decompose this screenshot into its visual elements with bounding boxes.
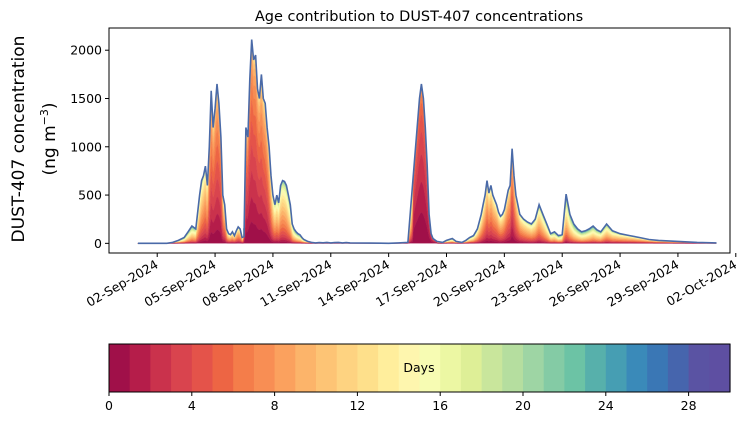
y-axis-ticks: 0 500 1000 1500 2000 <box>70 43 109 251</box>
colorbar: 0 4 8 12 16 20 24 28 <box>105 343 731 413</box>
y-tick-label: 0 <box>94 236 102 251</box>
y-units-sup: −3 <box>38 109 51 125</box>
colorbar-swatch <box>440 344 462 392</box>
colorbar-swatch <box>605 344 628 392</box>
y-tick-label: 2000 <box>70 43 102 58</box>
colorbar-swatch <box>460 344 483 392</box>
y-units-close: ) <box>40 102 60 109</box>
y-axis-label-line1: DUST-407 concentration <box>9 36 29 243</box>
colorbar-swatch <box>336 344 358 392</box>
colorbar-swatch <box>295 344 317 392</box>
y-axis-label: DUST-407 concentration <box>9 36 29 243</box>
total-line-group <box>137 39 717 245</box>
colorbar-swatch <box>233 344 255 392</box>
colorbar-swatch <box>667 344 690 392</box>
colorbar-swatch <box>481 344 503 392</box>
y-axis-units: (ng m−3) <box>38 102 60 175</box>
y-tick-label: 1500 <box>70 91 102 106</box>
colorbar-frame <box>108 343 731 393</box>
colorbar-swatch <box>564 344 586 392</box>
colorbar-swatch <box>357 344 379 392</box>
colorbar-swatch <box>253 344 276 392</box>
colorbar-swatch <box>378 344 400 392</box>
y-tick-label: 500 <box>78 188 102 203</box>
colorbar-tick-label: 24 <box>598 398 614 413</box>
colorbar-swatch <box>109 344 131 392</box>
colorbar-swatch <box>419 344 441 392</box>
colorbar-swatch <box>398 344 421 392</box>
colorbar-swatch <box>171 344 193 392</box>
colorbar-swatch <box>212 344 234 392</box>
colorbar-swatch <box>191 344 214 392</box>
chart-title: Age contribution to DUST-407 concentrati… <box>255 9 583 25</box>
colorbar-swatch <box>585 344 607 392</box>
colorbar-tick-label: 20 <box>515 398 531 413</box>
colorbar-swatch <box>316 344 338 392</box>
colorbar-swatch <box>523 344 545 392</box>
colorbar-tick-label: 16 <box>432 398 448 413</box>
colorbar-swatch <box>502 344 524 392</box>
y-units-main: (ng m <box>40 125 60 175</box>
colorbar-swatch <box>647 344 669 392</box>
colorbar-swatch <box>543 344 565 392</box>
colorbar-swatch <box>129 344 151 392</box>
colorbar-swatch <box>688 344 710 392</box>
colorbar-tick-label: 8 <box>271 398 279 413</box>
colorbar-tick-label: 4 <box>188 398 196 413</box>
colorbar-tick-label: 12 <box>349 398 365 413</box>
total-concentration-line <box>137 39 717 245</box>
colorbar-label: Days <box>403 360 434 375</box>
plot-frame <box>108 27 731 254</box>
colorbar-tick-label: 0 <box>105 398 113 413</box>
colorbar-swatch <box>709 344 731 392</box>
colorbar-swatch <box>274 344 296 392</box>
x-axis-ticks: 02-Sep-202405-Sep-202408-Sep-202411-Sep-… <box>84 253 739 310</box>
colorbar-tick-label: 28 <box>681 398 697 413</box>
colorbar-swatch <box>150 344 172 392</box>
colorbar-swatch <box>626 344 648 392</box>
y-tick-label: 1000 <box>70 139 102 154</box>
